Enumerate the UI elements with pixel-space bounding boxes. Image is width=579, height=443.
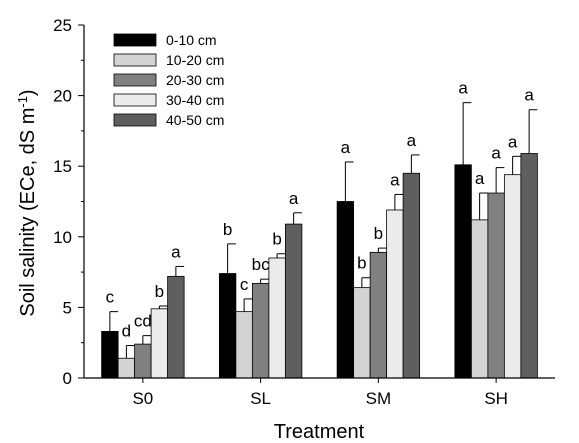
significance-label: d xyxy=(122,322,131,341)
legend-label: 10-20 cm xyxy=(166,52,224,68)
x-tick-label: SM xyxy=(366,389,392,408)
significance-label: a xyxy=(171,242,181,261)
significance-label: c xyxy=(106,288,115,307)
y-axis-title: Soil salinity (ECe, dS m-1) xyxy=(15,89,39,316)
y-axis-title-sup: -1 xyxy=(15,96,30,108)
bar-sl-3 xyxy=(268,257,286,379)
bar-sm-4 xyxy=(402,172,421,379)
legend-label: 40-50 cm xyxy=(166,112,224,128)
bar-sl-4 xyxy=(284,223,303,379)
bar-sh-0 xyxy=(454,164,472,379)
significance-label: a xyxy=(390,170,400,189)
legend-swatch xyxy=(113,93,157,107)
significance-label: cd xyxy=(134,312,152,331)
y-tick-label: 5 xyxy=(63,298,72,317)
significance-label: a xyxy=(289,189,299,208)
bar-s0-4 xyxy=(167,275,185,379)
x-tick-label: SL xyxy=(250,389,271,408)
y-tick-label: 25 xyxy=(53,16,72,35)
y-tick-label: 0 xyxy=(63,369,72,388)
bar-sm-0 xyxy=(336,201,355,379)
significance-label: bc xyxy=(252,255,270,274)
legend-swatch xyxy=(113,113,157,127)
y-tick-label: 20 xyxy=(53,87,72,106)
bar-sh-3 xyxy=(503,174,522,379)
significance-label: c xyxy=(240,275,249,294)
bar-s0-1 xyxy=(117,357,136,379)
legend-swatch xyxy=(113,53,157,67)
significance-label: a xyxy=(341,138,351,157)
bar-s0-3 xyxy=(150,308,169,379)
significance-label: a xyxy=(407,131,417,150)
axes: 0 5 10 15 20 25 S0 SL SM SH xyxy=(53,16,555,408)
x-tick-label: SH xyxy=(484,389,508,408)
significance-label: a xyxy=(508,132,518,151)
bar-sm-1 xyxy=(353,287,371,379)
bar-sh-4 xyxy=(520,153,538,379)
legend-swatch xyxy=(113,73,157,87)
bar-sm-3 xyxy=(386,209,404,379)
bar-sl-0 xyxy=(218,273,237,379)
bar-s0-2 xyxy=(134,343,152,379)
significance-label: b xyxy=(374,224,383,243)
bar-sm-2 xyxy=(369,251,388,379)
legend-label: 30-40 cm xyxy=(166,92,224,108)
bar-sh-1 xyxy=(470,219,489,379)
x-tick-label: S0 xyxy=(132,389,153,408)
significance-label: a xyxy=(524,86,534,105)
y-axis-title-main: Soil salinity (ECe, dS m xyxy=(17,108,39,317)
y-axis-title-end: ) xyxy=(17,89,39,96)
significance-label: b xyxy=(155,282,164,301)
bar-sh-2 xyxy=(487,192,505,379)
y-tick-label: 15 xyxy=(53,157,72,176)
legend-label: 20-30 cm xyxy=(166,72,224,88)
legend-label: 0-10 cm xyxy=(166,32,217,48)
significance-label: b xyxy=(272,230,281,249)
significance-label: a xyxy=(475,169,485,188)
x-axis-title: Treatment xyxy=(274,421,365,443)
significance-label: a xyxy=(491,144,501,163)
significance-label: a xyxy=(458,79,468,98)
y-tick-label: 10 xyxy=(53,228,72,247)
bar-sl-2 xyxy=(251,282,270,379)
bar-sl-1 xyxy=(235,311,253,379)
significance-label: b xyxy=(357,254,366,273)
significance-label: b xyxy=(223,220,232,239)
legend: 0-10 cm 10-20 cm 20-30 cm 30-40 cm 40-50 cm xyxy=(113,32,224,128)
bar-s0-0 xyxy=(101,331,119,379)
legend-swatch xyxy=(113,33,157,47)
